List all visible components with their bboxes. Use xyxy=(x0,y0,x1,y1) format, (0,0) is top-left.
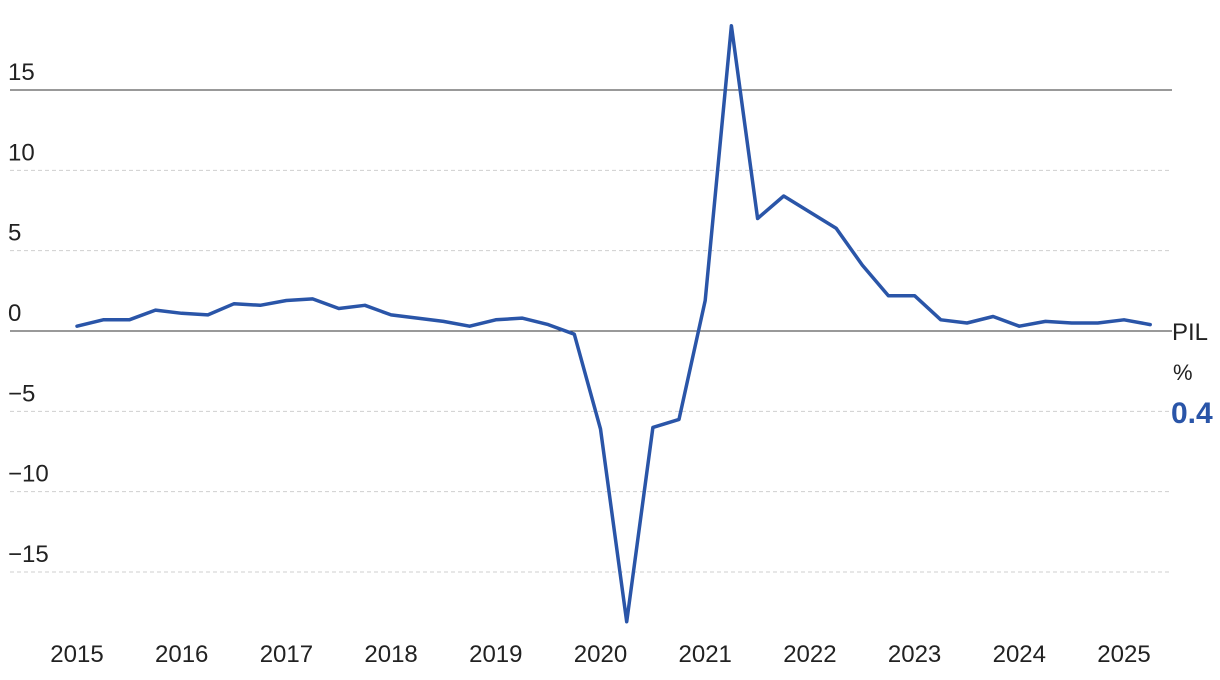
x-tick-label: 2025 xyxy=(1097,641,1150,668)
x-tick-label: 2015 xyxy=(50,641,103,668)
series-unit-label: % xyxy=(1173,360,1193,385)
series-name-label: PIL xyxy=(1172,319,1208,346)
x-tick-label: 2022 xyxy=(783,641,836,668)
x-tick-label: 2020 xyxy=(574,641,627,668)
series-line-pil xyxy=(75,23,1152,624)
y-axis-ticks: 15 10 5 0 −5 −10 −15 xyxy=(8,59,49,568)
y-tick-label: 5 xyxy=(8,220,21,247)
x-tick-label: 2017 xyxy=(260,641,313,668)
x-axis-ticks: 2015 2016 2017 2018 2019 2020 2021 2022 2023 2024… xyxy=(50,641,1150,668)
x-tick-label: 2024 xyxy=(993,641,1046,668)
y-tick-label: −10 xyxy=(8,461,49,488)
y-tick-label: −15 xyxy=(8,541,49,568)
y-tick-label: −5 xyxy=(8,380,35,407)
y-tick-label: 15 xyxy=(8,59,35,86)
x-tick-label: 2021 xyxy=(679,641,732,668)
x-tick-label: 2019 xyxy=(469,641,522,668)
series-last-value: 0.4 xyxy=(1171,397,1213,430)
y-tick-label: 10 xyxy=(8,139,35,166)
y-tick-label: 0 xyxy=(8,300,21,327)
gridlines xyxy=(10,89,1172,573)
x-tick-label: 2018 xyxy=(364,641,417,668)
x-tick-label: 2023 xyxy=(888,641,941,668)
x-tick-label: 2016 xyxy=(155,641,208,668)
